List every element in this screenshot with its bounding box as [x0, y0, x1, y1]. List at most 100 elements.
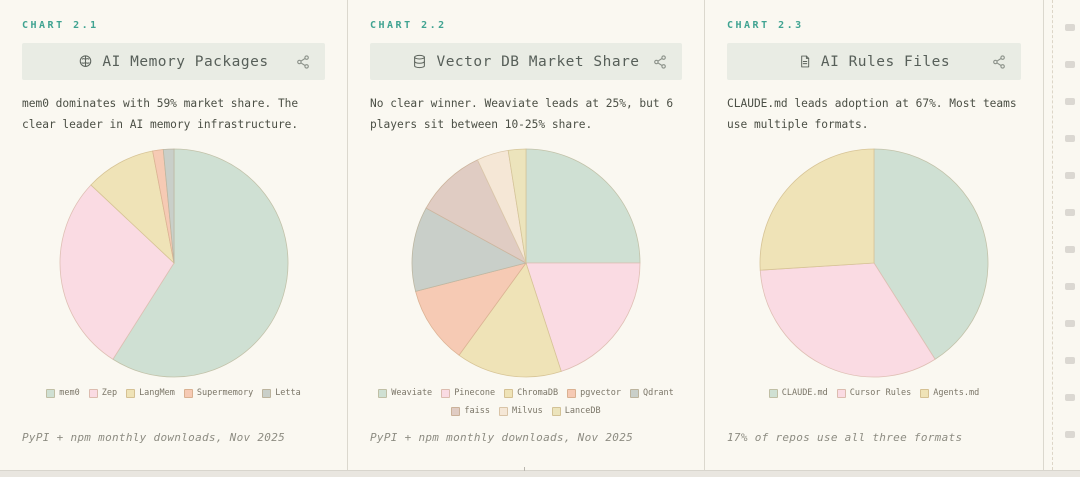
- pie-slice-claude-md: [873, 148, 989, 360]
- legend-item: Weaviate: [378, 388, 432, 398]
- dashed-edge-line: [1052, 0, 1053, 470]
- legend-label: Cursor Rules: [849, 388, 912, 398]
- legend-item: LangMem: [126, 388, 175, 398]
- binding-dot: [1065, 209, 1075, 216]
- pie-slice-pgvector: [415, 262, 527, 356]
- center-tick: [524, 467, 525, 471]
- legend-item: Cursor Rules: [836, 388, 912, 398]
- pie-slice-cursor-rules: [759, 262, 936, 378]
- legend-label: Zep: [101, 388, 118, 398]
- binding-dot: [1065, 61, 1075, 68]
- legend-item: Zep: [88, 388, 118, 398]
- chart-source-caption: PyPI + npm monthly downloads, Nov 2025: [22, 431, 286, 444]
- legend-item: Supermemory: [183, 388, 254, 398]
- legend-label: Weaviate: [391, 388, 433, 398]
- pie-slice-agents-md: [759, 148, 875, 271]
- brain-icon: [78, 54, 93, 69]
- chart-description: No clear winner. Weaviate leads at 25%, …: [370, 97, 674, 131]
- legend-swatch: [768, 388, 778, 398]
- pie-slice-qdrant: [411, 207, 528, 292]
- legend-item: Agents.md: [920, 388, 979, 398]
- legend-swatch: [378, 388, 388, 398]
- panel-ai-rules-files: CHART 2.3 AI Rules Files CLAUDE: [705, 0, 1044, 470]
- legend-label: mem0: [59, 388, 80, 398]
- legend-label: LangMem: [139, 388, 175, 398]
- share-icon[interactable]: [989, 52, 1009, 72]
- legend-swatch: [183, 388, 193, 398]
- chart-title: AI Rules Files: [798, 54, 950, 70]
- chart-title-bar: AI Rules Files: [727, 43, 1021, 80]
- pie-slice-pinecone: [525, 262, 641, 372]
- pie-chart-container: [22, 146, 325, 380]
- pie-chart-container: [727, 146, 1021, 380]
- legend-label: CLAUDE.md: [781, 388, 828, 398]
- legend-swatch: [262, 388, 272, 398]
- pie-chart: [411, 148, 641, 378]
- legend-swatch: [920, 388, 930, 398]
- pie-chart: [59, 148, 288, 378]
- chart-title-text: Vector DB Market Share: [436, 53, 640, 70]
- panel-ai-memory-packages: CHART 2.1 AI Memory Packages: [0, 0, 348, 470]
- legend-swatch: [441, 388, 451, 398]
- chart-description: mem0 dominates with 59% market share. Th…: [22, 97, 299, 131]
- legend-swatch: [551, 406, 561, 416]
- chart-number-label: CHART 2.3: [727, 20, 804, 31]
- legend-label: LanceDB: [564, 406, 601, 416]
- binding-dot: [1065, 135, 1075, 142]
- binding-dot: [1065, 320, 1075, 327]
- legend-item: Milvus: [499, 406, 543, 416]
- pie-slice-zep: [59, 184, 175, 360]
- binding-dot: [1065, 172, 1075, 179]
- binding-dot: [1065, 98, 1075, 105]
- legend-label: Supermemory: [196, 388, 254, 398]
- chart-source-caption: PyPI + npm monthly downloads, Nov 2025: [370, 431, 634, 444]
- pie-slice-mem0: [111, 148, 288, 378]
- legend-label: Letta: [275, 388, 301, 398]
- page-edge-rail: [1044, 0, 1080, 470]
- legend-label: Qdrant: [643, 388, 674, 398]
- legend-swatch: [88, 388, 98, 398]
- legend-item: Qdrant: [630, 388, 674, 398]
- share-icon[interactable]: [293, 52, 313, 72]
- legend-item: mem0: [46, 388, 80, 398]
- pie-slice-lancedb: [507, 148, 527, 264]
- binding-dots: [1065, 24, 1075, 438]
- database-icon: [412, 54, 427, 69]
- legend-label: faiss: [464, 406, 491, 416]
- binding-dot: [1065, 431, 1075, 438]
- binding-dot: [1065, 357, 1075, 364]
- file-icon: [798, 54, 812, 69]
- chart-title-text: AI Memory Packages: [102, 53, 269, 70]
- pie-slice-weaviate: [525, 148, 641, 264]
- chart-legend: mem0 Zep LangMem Supermemory Letta: [22, 388, 325, 398]
- legend-item: LanceDB: [551, 406, 601, 416]
- legend-label: Agents.md: [933, 388, 980, 398]
- legend-swatch: [504, 388, 514, 398]
- chart-title-text: AI Rules Files: [820, 53, 951, 70]
- chart-title-bar: Vector DB Market Share: [370, 43, 682, 80]
- legend-item: ChromaDB: [504, 388, 558, 398]
- bottom-divider-bar: [0, 467, 1080, 477]
- binding-dot: [1065, 283, 1075, 290]
- chart-title: Vector DB Market Share: [412, 54, 639, 70]
- binding-dot: [1065, 24, 1075, 31]
- chart-source-caption: 17% of repos use all three formats: [727, 431, 963, 444]
- legend-swatch: [630, 388, 640, 398]
- legend-label: pgvector: [580, 388, 622, 398]
- binding-dot: [1065, 246, 1075, 253]
- chart-number-label: CHART 2.2: [370, 20, 447, 31]
- binding-dot: [1065, 394, 1075, 401]
- legend-item: CLAUDE.md: [768, 388, 828, 398]
- share-icon[interactable]: [650, 52, 670, 72]
- chart-title-bar: AI Memory Packages: [22, 43, 325, 80]
- chart-title: AI Memory Packages: [78, 54, 268, 70]
- legend-swatch: [567, 388, 577, 398]
- chart-legend: CLAUDE.md Cursor Rules Agents.md: [727, 388, 1021, 398]
- legend-swatch: [126, 388, 136, 398]
- legend-item: pgvector: [567, 388, 621, 398]
- legend-swatch: [46, 388, 56, 398]
- pie-slice-langmem: [89, 150, 175, 265]
- chart-legend: Weaviate Pinecone ChromaDB pgvector Qdrant fa…: [370, 388, 682, 416]
- chart-description: CLAUDE.md leads adoption at 67%. Most te…: [727, 97, 1017, 131]
